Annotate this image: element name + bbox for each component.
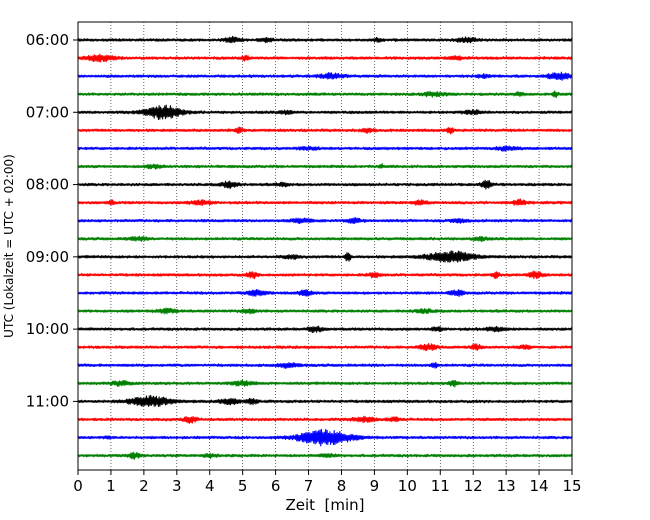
x-tick-label: 8 xyxy=(337,477,347,495)
y-axis-label: UTC (Lokalzeit = UTC + 02:00) xyxy=(2,154,16,338)
y-tick-label: 08:00 xyxy=(26,176,69,194)
x-tick-label: 7 xyxy=(304,477,314,495)
x-tick-label: 13 xyxy=(497,477,516,495)
trace-line xyxy=(77,163,573,170)
x-tick-label: 9 xyxy=(370,477,380,495)
trace-line xyxy=(77,217,573,225)
x-tick-label: 11 xyxy=(431,477,450,495)
trace-line xyxy=(77,145,573,152)
trace-line xyxy=(77,307,573,315)
trace-line xyxy=(77,428,573,447)
y-axis: 06:00 07:00 08:00 09:00 10:00 11:00 xyxy=(26,31,78,410)
x-tick-label: 0 xyxy=(73,477,83,495)
trace-line xyxy=(77,361,573,369)
trace-line xyxy=(77,415,573,424)
y-tick-label: 06:00 xyxy=(26,31,69,49)
trace-line xyxy=(77,250,573,263)
x-axis: 0 1 2 3 4 5 6 7 8 9 10 11 12 13 14 15 xyxy=(73,470,582,495)
y-tick-label: 07:00 xyxy=(26,103,69,121)
trace-line xyxy=(77,270,573,280)
x-axis-label: Zeit [min] xyxy=(285,496,364,514)
trace-line xyxy=(77,288,573,297)
x-tick-label: 6 xyxy=(271,477,281,495)
trace-line xyxy=(77,35,573,44)
x-tick-label: 12 xyxy=(464,477,483,495)
x-tick-label: 1 xyxy=(106,477,116,495)
traces xyxy=(77,35,573,460)
trace-line xyxy=(77,71,573,81)
trace-line xyxy=(77,451,573,460)
plot-frame xyxy=(77,21,573,471)
plot-background xyxy=(78,22,572,470)
x-tick-label: 2 xyxy=(139,477,149,495)
x-tick-label: 10 xyxy=(398,477,417,495)
trace-line xyxy=(77,379,573,388)
x-tick-label: 4 xyxy=(205,477,215,495)
x-tick-label: 3 xyxy=(172,477,182,495)
trace-line xyxy=(77,235,573,242)
x-tick-label: 14 xyxy=(530,477,549,495)
trace-line xyxy=(77,90,573,98)
trace-line xyxy=(77,325,573,334)
x-tick-label: 5 xyxy=(238,477,248,495)
trace-line xyxy=(77,104,573,120)
trace-line xyxy=(77,394,573,408)
y-tick-label: 10:00 xyxy=(26,320,69,338)
trace-line xyxy=(77,126,573,135)
trace-line xyxy=(77,53,573,63)
trace-line xyxy=(77,179,573,190)
y-tick-label: 09:00 xyxy=(26,248,69,266)
trace-line xyxy=(77,198,573,207)
y-tick-label: 11:00 xyxy=(26,392,69,410)
trace-line xyxy=(77,342,573,352)
x-tick-label: 15 xyxy=(562,477,581,495)
